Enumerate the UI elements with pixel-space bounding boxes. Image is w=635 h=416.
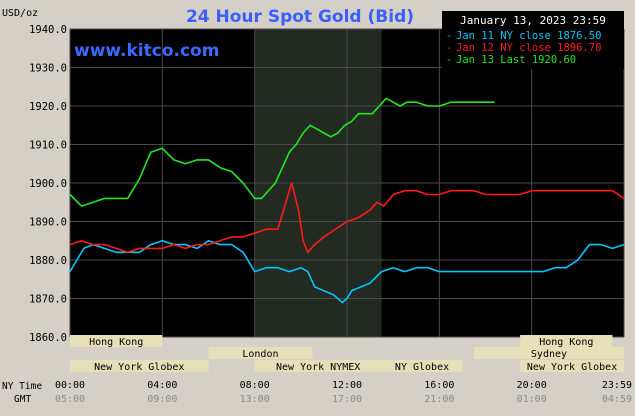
session-block: New York Globex xyxy=(520,360,624,373)
legend-date: January 13, 2023 23:59 xyxy=(460,14,606,27)
x-tick-label-gmt: 09:00 xyxy=(147,394,177,405)
session-label: Sydney xyxy=(531,349,567,360)
session-box xyxy=(70,360,209,372)
legend-marker-2: - xyxy=(446,43,452,54)
y-axis-ticks: 1860.0 1870.0 1880.0 1890.0 1900.0 1910.0 1920… xyxy=(29,24,67,344)
chart-title: 24 Hour Spot Gold (Bid) xyxy=(186,7,414,27)
y-tick-label: 1880.0 xyxy=(29,255,67,267)
session-box xyxy=(473,347,624,359)
y-tick-label: 1930.0 xyxy=(29,63,67,75)
y-tick-label: 1910.0 xyxy=(29,140,67,152)
session-label: NY Globex xyxy=(395,362,449,373)
session-label: New York Globex xyxy=(94,362,184,373)
session-box xyxy=(381,360,463,372)
y-tick-label: 1940.0 xyxy=(29,24,67,36)
y-tick-label: 1890.0 xyxy=(29,217,67,229)
session-box xyxy=(520,335,613,347)
x-tick-label-ny: 08:00 xyxy=(240,380,270,391)
series-line-2 xyxy=(69,182,625,254)
session-block: NY Globex xyxy=(381,360,463,373)
x-tick-label-ny: 04:00 xyxy=(147,380,177,391)
x-tick-label-ny: 12:00 xyxy=(332,380,362,391)
legend: January 13, 2023 23:59 - Jan 11 NY close… xyxy=(442,11,624,69)
x-axis-label-ny: NY Time xyxy=(2,381,42,392)
series-lines xyxy=(69,97,625,304)
session-block: New York Globex xyxy=(70,360,209,373)
session-label: New York NYMEX xyxy=(276,362,360,373)
session-block: New York NYMEX xyxy=(254,360,382,373)
session-block: Hong Kong xyxy=(520,335,613,348)
legend-box xyxy=(442,11,624,69)
session-box xyxy=(70,335,163,347)
session-box xyxy=(254,360,382,372)
x-axis-label-gmt: GMT xyxy=(14,394,31,405)
session-box xyxy=(208,347,313,359)
y-tick-label: 1920.0 xyxy=(29,101,67,113)
x-tick-label-ny: 16:00 xyxy=(424,380,454,391)
x-tick-label-ny: 23:59 xyxy=(602,380,632,391)
session-box xyxy=(520,360,624,372)
legend-entry-jan11: Jan 11 NY close 1876.50 xyxy=(456,30,601,42)
legend-entry-jan12: Jan 12 NY close 1896.70 xyxy=(456,42,601,54)
x-tick-label-gmt: 01:00 xyxy=(517,394,547,405)
y-tick-label: 1900.0 xyxy=(29,178,67,190)
x-tick-label-gmt: 21:00 xyxy=(424,394,454,405)
x-tick-label-ny: 00:00 xyxy=(55,380,85,391)
session-block: Hong Kong xyxy=(70,335,163,348)
session-label: Hong Kong xyxy=(539,337,593,348)
trading-sessions: Hong Kong Hong Kong London Sydney New York G… xyxy=(70,335,624,373)
session-label: New York Globex xyxy=(527,362,617,373)
x-tick-label-gmt: 04:59 xyxy=(602,394,632,405)
x-tick-label-gmt: 13:00 xyxy=(240,394,270,405)
x-tick-label-gmt: 05:00 xyxy=(55,394,85,405)
session-label: London xyxy=(242,349,278,360)
legend-marker-1: - xyxy=(446,31,452,42)
session-label: Hong Kong xyxy=(89,337,143,348)
x-tick-label-gmt: 17:00 xyxy=(332,394,362,405)
y-axis-label: USD/oz xyxy=(2,8,38,19)
x-tick-label-ny: 20:00 xyxy=(517,380,547,391)
brand-url: www.kitco.com xyxy=(74,41,219,61)
y-tick-label: 1870.0 xyxy=(29,294,67,306)
series-line-3 xyxy=(69,97,495,207)
session-block: London xyxy=(208,347,313,360)
legend-entry-jan13: Jan 13 Last 1920.60 xyxy=(456,54,576,66)
y-tick-label: 1860.0 xyxy=(29,332,67,344)
legend-marker-3: - xyxy=(446,55,452,66)
x-axis-ticks: 00:00 05:00 04:00 09:00 08:00 13:00 12:00 17:00… xyxy=(55,380,632,405)
series-line-1 xyxy=(69,240,625,304)
session-block: Sydney xyxy=(473,347,624,360)
